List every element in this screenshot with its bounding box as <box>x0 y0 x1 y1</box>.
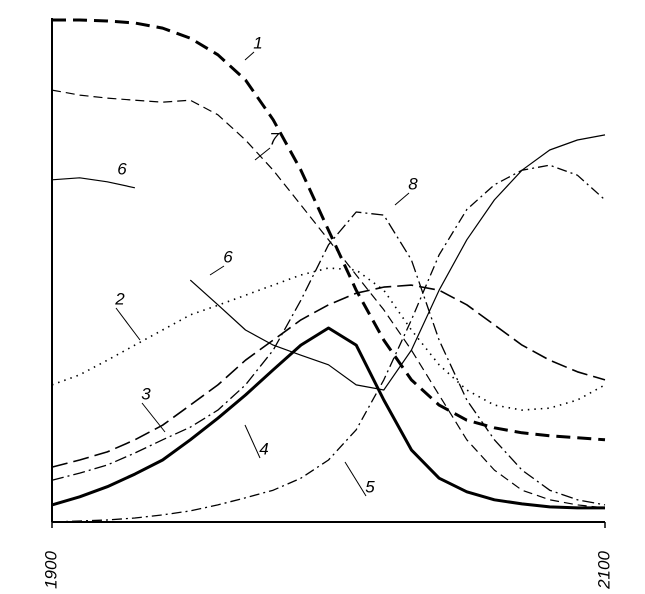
x-tick-label: 1900 <box>41 551 60 589</box>
line-series <box>51 267 606 411</box>
label-leader <box>244 51 255 61</box>
line-series <box>51 326 605 510</box>
series-label: 7 <box>269 129 279 148</box>
line-series <box>51 164 606 523</box>
x-tick-label: 2100 <box>594 551 613 589</box>
series-label: 8 <box>408 174 418 193</box>
series-label: 5 <box>365 477 375 496</box>
line-series <box>51 284 606 468</box>
series-label: 2 <box>114 289 125 308</box>
line-series <box>51 89 606 509</box>
line-series <box>51 211 606 506</box>
label-leader <box>254 147 271 161</box>
label-leader <box>209 265 225 276</box>
label-leader <box>394 192 410 206</box>
series-label: 1 <box>253 33 262 52</box>
series-label: 3 <box>141 384 151 403</box>
series-label: 4 <box>259 439 268 458</box>
label-leader <box>141 402 166 433</box>
label-leader <box>115 307 141 341</box>
series-label: 6 <box>117 159 127 178</box>
line-series <box>51 134 606 391</box>
line-series <box>52 18 606 442</box>
label-leader <box>244 424 261 459</box>
series-label: 6 <box>223 247 233 266</box>
label-leader <box>344 461 367 497</box>
